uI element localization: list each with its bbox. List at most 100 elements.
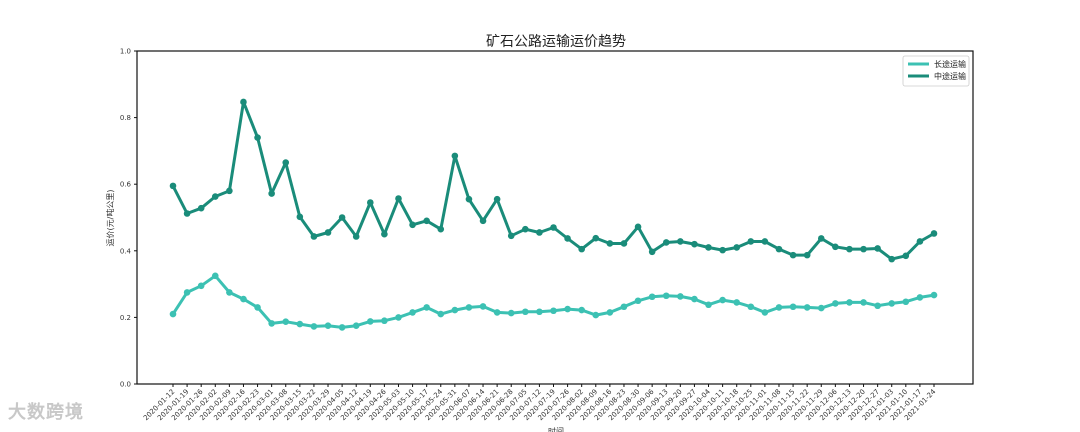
data-point: [817, 304, 825, 312]
data-point: [705, 244, 712, 251]
series-1: [169, 272, 938, 331]
y-tick-label: 0.0: [120, 381, 131, 389]
data-point: [930, 291, 938, 299]
series-2: [169, 98, 938, 263]
data-point: [888, 300, 896, 307]
data-point: [437, 225, 445, 233]
x-axis: 2020-01-122020-01-192020-01-262020-02-02…: [142, 384, 938, 422]
data-point: [352, 322, 360, 330]
data-point: [522, 225, 529, 233]
data-point: [550, 224, 557, 231]
data-point: [634, 297, 642, 305]
data-point: [860, 299, 867, 306]
data-point: [677, 293, 684, 300]
data-point: [465, 304, 473, 311]
data-point: [226, 187, 233, 195]
data-point: [366, 318, 374, 325]
data-point: [747, 238, 755, 245]
y-tick-label: 0.6: [120, 181, 132, 189]
data-point: [705, 301, 712, 309]
data-point: [761, 238, 769, 245]
data-point: [733, 299, 741, 306]
data-point: [874, 245, 881, 252]
data-point: [761, 309, 769, 316]
y-tick-label: 0.8: [120, 114, 131, 122]
data-point: [747, 303, 755, 311]
data-point: [479, 303, 487, 310]
data-point: [310, 323, 318, 330]
y-tick-label: 0.2: [120, 314, 131, 322]
data-point: [381, 230, 388, 238]
data-point: [437, 310, 445, 318]
data-point: [240, 295, 247, 303]
data-point: [578, 245, 585, 253]
data-point: [268, 320, 275, 327]
data-point: [592, 234, 600, 242]
data-point: [522, 308, 529, 316]
data-point: [789, 251, 797, 259]
data-point: [536, 308, 543, 316]
data-point: [296, 320, 304, 328]
data-point: [606, 240, 614, 247]
data-point: [648, 248, 656, 256]
data-point: [465, 195, 473, 203]
data-point: [451, 152, 459, 160]
data-point: [733, 244, 741, 251]
data-point: [550, 307, 557, 315]
data-point: [479, 217, 487, 225]
data-point: [226, 289, 233, 296]
data-point: [296, 213, 304, 221]
plot-frame: [136, 50, 974, 385]
data-point: [902, 298, 910, 306]
data-point: [395, 314, 402, 321]
data-point: [916, 238, 924, 245]
data-point: [902, 252, 910, 260]
data-point: [719, 246, 726, 254]
data-point: [916, 294, 924, 301]
data-point: [507, 232, 515, 240]
data-point: [423, 217, 430, 225]
data-point: [324, 229, 332, 236]
data-point: [662, 239, 670, 246]
data-point: [211, 193, 219, 200]
data-point: [254, 134, 261, 141]
data-point: [409, 221, 416, 229]
data-point: [691, 295, 698, 303]
data-point: [775, 304, 783, 311]
data-point: [620, 240, 628, 247]
data-point: [183, 289, 191, 296]
legend-label: 长途运输: [934, 59, 966, 69]
y-axis-label: 运价(元/吨公里): [105, 190, 115, 247]
data-point: [409, 309, 416, 316]
y-tick-label: 1.0: [120, 48, 131, 56]
data-point: [366, 199, 374, 206]
data-point: [381, 317, 388, 325]
data-point: [282, 159, 290, 166]
data-point: [803, 304, 811, 311]
data-point: [338, 214, 346, 221]
data-point: [507, 309, 515, 317]
data-point: [324, 322, 332, 330]
data-point: [338, 324, 346, 331]
data-point: [395, 195, 402, 202]
data-point: [832, 300, 839, 307]
data-point: [310, 233, 318, 240]
data-point: [493, 195, 501, 203]
data-point: [564, 305, 571, 313]
data-point: [451, 306, 459, 314]
data-point: [423, 304, 430, 311]
data-point: [197, 282, 205, 290]
data-point: [254, 304, 261, 311]
watermark-logo: 大数跨境: [8, 402, 84, 423]
y-tick-label: 0.4: [120, 247, 132, 255]
data-point: [620, 303, 628, 311]
data-point: [648, 293, 656, 301]
data-point: [564, 235, 571, 242]
data-point: [874, 302, 881, 310]
data-point: [493, 309, 501, 316]
data-point: [832, 243, 839, 251]
data-point: [578, 306, 585, 314]
data-point: [211, 272, 219, 280]
data-point: [592, 311, 600, 319]
data-point: [930, 230, 938, 237]
